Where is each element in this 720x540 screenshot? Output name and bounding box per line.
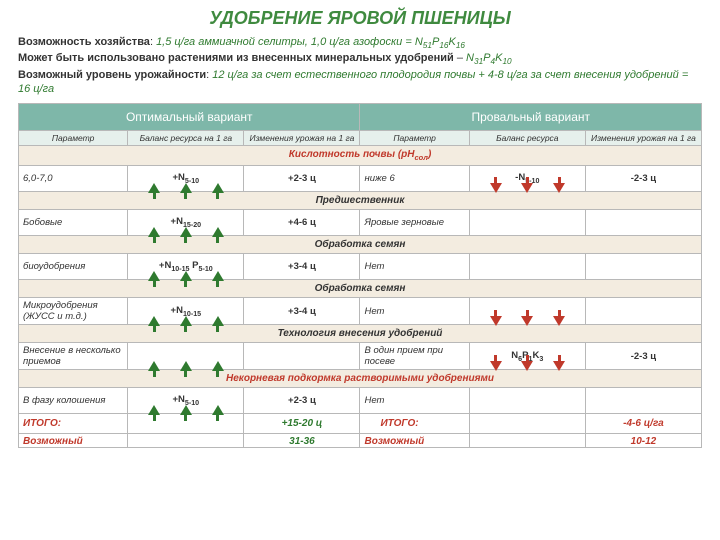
section-header: Некорневая подкормка растворимыми удобре… (19, 370, 702, 388)
balance-b: N6P1K3 (469, 343, 585, 370)
param-a: Внесение в несколько приемов (19, 343, 128, 370)
param-b: Нет (360, 388, 469, 414)
param-a: 6,0-7,0 (19, 166, 128, 192)
header-row-2: Параметр Баланс ресурса на 1 га Изменени… (19, 131, 702, 146)
change-a (244, 343, 360, 370)
page-title: УДОБРЕНИЕ ЯРОВОЙ ПШЕНИЦЫ (18, 8, 702, 29)
param-b: Нет (360, 298, 469, 325)
subhdr-change-a: Изменения урожая на 1 га (244, 131, 360, 146)
change-b (585, 210, 701, 236)
subhdr-balance-b: Баланс ресурса (469, 131, 585, 146)
section-title: Обработка семян (19, 280, 702, 298)
section-title: Кислотность почвы (pHсол) (19, 146, 702, 166)
comparison-table: Оптимальный вариант Провальный вариант П… (18, 103, 702, 448)
header-fail: Провальный вариант (360, 104, 702, 131)
change-a: +2-3 ц (244, 166, 360, 192)
data-row: Микроудобрения (ЖУСС и т.д.)+N10-15+3-4 … (19, 298, 702, 325)
possible-label-b: Возможный (360, 434, 469, 448)
possible-value-a: 31-36 (244, 434, 360, 448)
change-b (585, 298, 701, 325)
intro-label-1: Возможность хозяйства (18, 36, 150, 48)
change-a: +2-3 ц (244, 388, 360, 414)
data-row: Внесение в несколько приемов В один прием… (19, 343, 702, 370)
intro-label-3: Возможный уровень урожайности (18, 69, 206, 81)
subhdr-param-b: Параметр (360, 131, 469, 146)
header-optimal: Оптимальный вариант (19, 104, 360, 131)
balance-a: +N10-15 (128, 298, 244, 325)
possible-value-b: 10-12 (585, 434, 701, 448)
section-header: Обработка семян (19, 236, 702, 254)
total-row: ИТОГО: +15-20 ц ИТОГО: -4-6 ц/га (19, 414, 702, 434)
param-b: В один прием при посеве (360, 343, 469, 370)
change-a: +4-6 ц (244, 210, 360, 236)
change-b: -2-3 ц (585, 343, 701, 370)
intro-line-3: Возможный уровень урожайности: 12 ц/га з… (18, 68, 702, 98)
data-row: 6,0-7,0+N5-10+2-3 цниже 6-N5-10-2-3 ц (19, 166, 702, 192)
section-header: Технология внесения удобрений (19, 325, 702, 343)
section-title: Некорневая подкормка растворимыми удобре… (19, 370, 702, 388)
subhdr-balance-a: Баланс ресурса на 1 га (128, 131, 244, 146)
param-b: Нет (360, 254, 469, 280)
total-label-a: ИТОГО: (19, 414, 128, 434)
balance-b (469, 254, 585, 280)
section-header: Предшественник (19, 192, 702, 210)
change-b (585, 254, 701, 280)
intro-value-1: 1,5 ц/га аммиачной селитры, 1,0 ц/га азо… (156, 36, 465, 48)
section-title: Обработка семян (19, 236, 702, 254)
param-a: В фазу колошения (19, 388, 128, 414)
balance-a: +N10-15 P5-10 (128, 254, 244, 280)
balance-b: -N5-10 (469, 166, 585, 192)
subhdr-param-a: Параметр (19, 131, 128, 146)
total-label-b: ИТОГО: (360, 414, 469, 434)
possible-row: Возможный 31-36 Возможный 10-12 (19, 434, 702, 448)
total-value-a: +15-20 ц (244, 414, 360, 434)
intro-line-2: Может быть использовано растениями из вн… (18, 51, 702, 67)
section-header: Кислотность почвы (pHсол) (19, 146, 702, 166)
change-a: +3-4 ц (244, 254, 360, 280)
intro-value-2: N31P4K10 (466, 52, 512, 64)
data-row: В фазу колошения+N5-10+2-3 цНет (19, 388, 702, 414)
total-value-b: -4-6 ц/га (585, 414, 701, 434)
param-a: Бобовые (19, 210, 128, 236)
subhdr-change-b: Изменения урожая на 1 га (585, 131, 701, 146)
data-row: биоудобрения+N10-15 P5-10+3-4 цНет (19, 254, 702, 280)
balance-b (469, 210, 585, 236)
change-b (585, 388, 701, 414)
param-a: биоудобрения (19, 254, 128, 280)
change-b: -2-3 ц (585, 166, 701, 192)
balance-b (469, 298, 585, 325)
intro-block: Возможность хозяйства: 1,5 ц/га аммиачно… (18, 35, 702, 97)
header-row-1: Оптимальный вариант Провальный вариант (19, 104, 702, 131)
balance-a (128, 343, 244, 370)
possible-label-a: Возможный (19, 434, 128, 448)
balance-a: +N15-20 (128, 210, 244, 236)
balance-b (469, 388, 585, 414)
param-a: Микроудобрения (ЖУСС и т.д.) (19, 298, 128, 325)
section-header: Обработка семян (19, 280, 702, 298)
balance-a: +N5-10 (128, 166, 244, 192)
data-row: Бобовые+N15-20+4-6 цЯровые зерновые (19, 210, 702, 236)
section-title: Технология внесения удобрений (19, 325, 702, 343)
param-b: ниже 6 (360, 166, 469, 192)
change-a: +3-4 ц (244, 298, 360, 325)
param-b: Яровые зерновые (360, 210, 469, 236)
intro-line-1: Возможность хозяйства: 1,5 ц/га аммиачно… (18, 35, 702, 51)
section-title: Предшественник (19, 192, 702, 210)
intro-label-2: Может быть использовано растениями из вн… (18, 52, 454, 64)
balance-a: +N5-10 (128, 388, 244, 414)
